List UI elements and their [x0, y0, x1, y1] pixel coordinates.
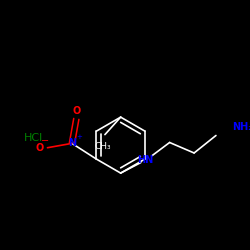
Text: −: − [41, 136, 49, 146]
Text: HCl: HCl [24, 133, 43, 143]
Text: NH₂: NH₂ [232, 122, 250, 132]
Text: O: O [36, 143, 44, 153]
Text: O: O [72, 106, 80, 116]
Text: +: + [76, 134, 82, 140]
Text: HN: HN [137, 155, 153, 165]
Text: CH₃: CH₃ [95, 142, 112, 150]
Text: N: N [68, 138, 76, 148]
